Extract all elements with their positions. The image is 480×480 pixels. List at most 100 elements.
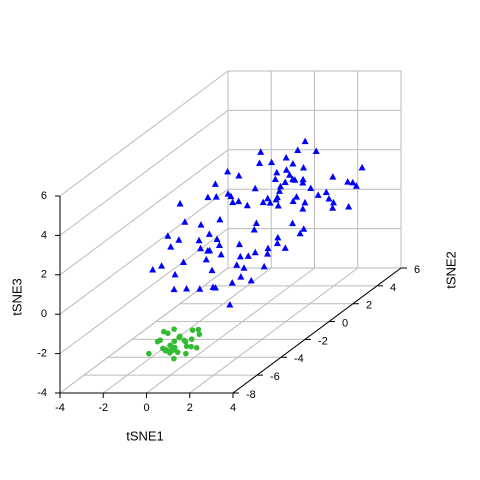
grid-line (59, 70, 229, 197)
point (274, 233, 282, 241)
point (289, 175, 297, 183)
point (282, 153, 290, 161)
z-tick-label: -2 (37, 348, 47, 360)
point (276, 182, 284, 190)
point (195, 236, 203, 244)
point (205, 230, 213, 237)
point (204, 193, 212, 201)
point (177, 333, 183, 340)
point (273, 239, 281, 247)
x-tick-label: 0 (143, 402, 149, 414)
point (233, 261, 241, 268)
point (299, 179, 307, 186)
point (216, 215, 224, 223)
z-tick-label: 0 (41, 308, 47, 320)
point (229, 198, 237, 206)
point (271, 175, 279, 182)
point (312, 147, 320, 155)
point (170, 347, 176, 353)
grid-line (59, 149, 229, 276)
point (196, 285, 204, 292)
point (250, 226, 258, 233)
y-axis-title: tSNE2 (443, 251, 458, 289)
point (162, 347, 169, 354)
point (358, 163, 366, 171)
point (146, 350, 152, 357)
z-tick-label: 2 (41, 269, 47, 281)
point (160, 328, 167, 335)
point (174, 349, 181, 356)
point (175, 236, 183, 243)
x-tick-label: -2 (98, 402, 108, 414)
point (215, 241, 223, 248)
y-tick-label: 4 (390, 282, 396, 294)
point (268, 158, 276, 166)
point (235, 240, 243, 248)
grid-line (146, 267, 315, 394)
point (212, 193, 220, 200)
z-axis-title: tSNE3 (9, 278, 24, 316)
y-tick-label: -8 (246, 389, 256, 401)
point (181, 337, 187, 344)
point (314, 191, 322, 198)
point (281, 178, 289, 186)
point (247, 276, 255, 284)
point (259, 198, 267, 206)
point (289, 197, 297, 205)
point (224, 190, 232, 197)
point (325, 194, 333, 202)
point (228, 279, 236, 286)
point (226, 300, 234, 308)
point (189, 327, 196, 334)
point (183, 350, 189, 357)
x-tick-label: 2 (187, 402, 193, 414)
point (183, 343, 190, 350)
y-tick-label: -2 (318, 335, 328, 347)
point (235, 172, 243, 179)
point (281, 244, 289, 251)
axis-line (232, 267, 402, 394)
point (181, 218, 189, 225)
point (224, 167, 232, 175)
grid-line (59, 267, 229, 394)
x-tick-label: 4 (230, 402, 236, 414)
point (273, 168, 281, 176)
point (202, 255, 210, 263)
z-tick-label: -4 (37, 387, 47, 399)
point (208, 266, 216, 274)
point (352, 182, 360, 189)
point (188, 336, 195, 342)
point (204, 247, 212, 254)
point (195, 326, 202, 333)
point (299, 175, 307, 183)
point (256, 159, 264, 166)
point (235, 197, 243, 205)
point (345, 203, 353, 210)
y-tick-label: 0 (342, 317, 348, 329)
point (294, 146, 302, 153)
point (211, 283, 219, 291)
point (282, 166, 290, 173)
grid-line (59, 109, 229, 236)
point (188, 343, 194, 350)
point (217, 250, 225, 258)
point (349, 178, 357, 186)
point (301, 198, 309, 206)
point (240, 264, 248, 271)
point (252, 219, 260, 226)
point (329, 204, 337, 211)
point (260, 262, 268, 270)
point (264, 250, 272, 257)
point (164, 232, 172, 239)
grid-line (189, 267, 359, 394)
point (183, 285, 191, 292)
point (171, 338, 178, 345)
point (307, 184, 315, 192)
point (275, 187, 283, 194)
point (264, 244, 272, 252)
point (244, 252, 252, 259)
y-tick-label: -4 (294, 353, 304, 365)
point (171, 326, 177, 332)
point (296, 229, 304, 237)
